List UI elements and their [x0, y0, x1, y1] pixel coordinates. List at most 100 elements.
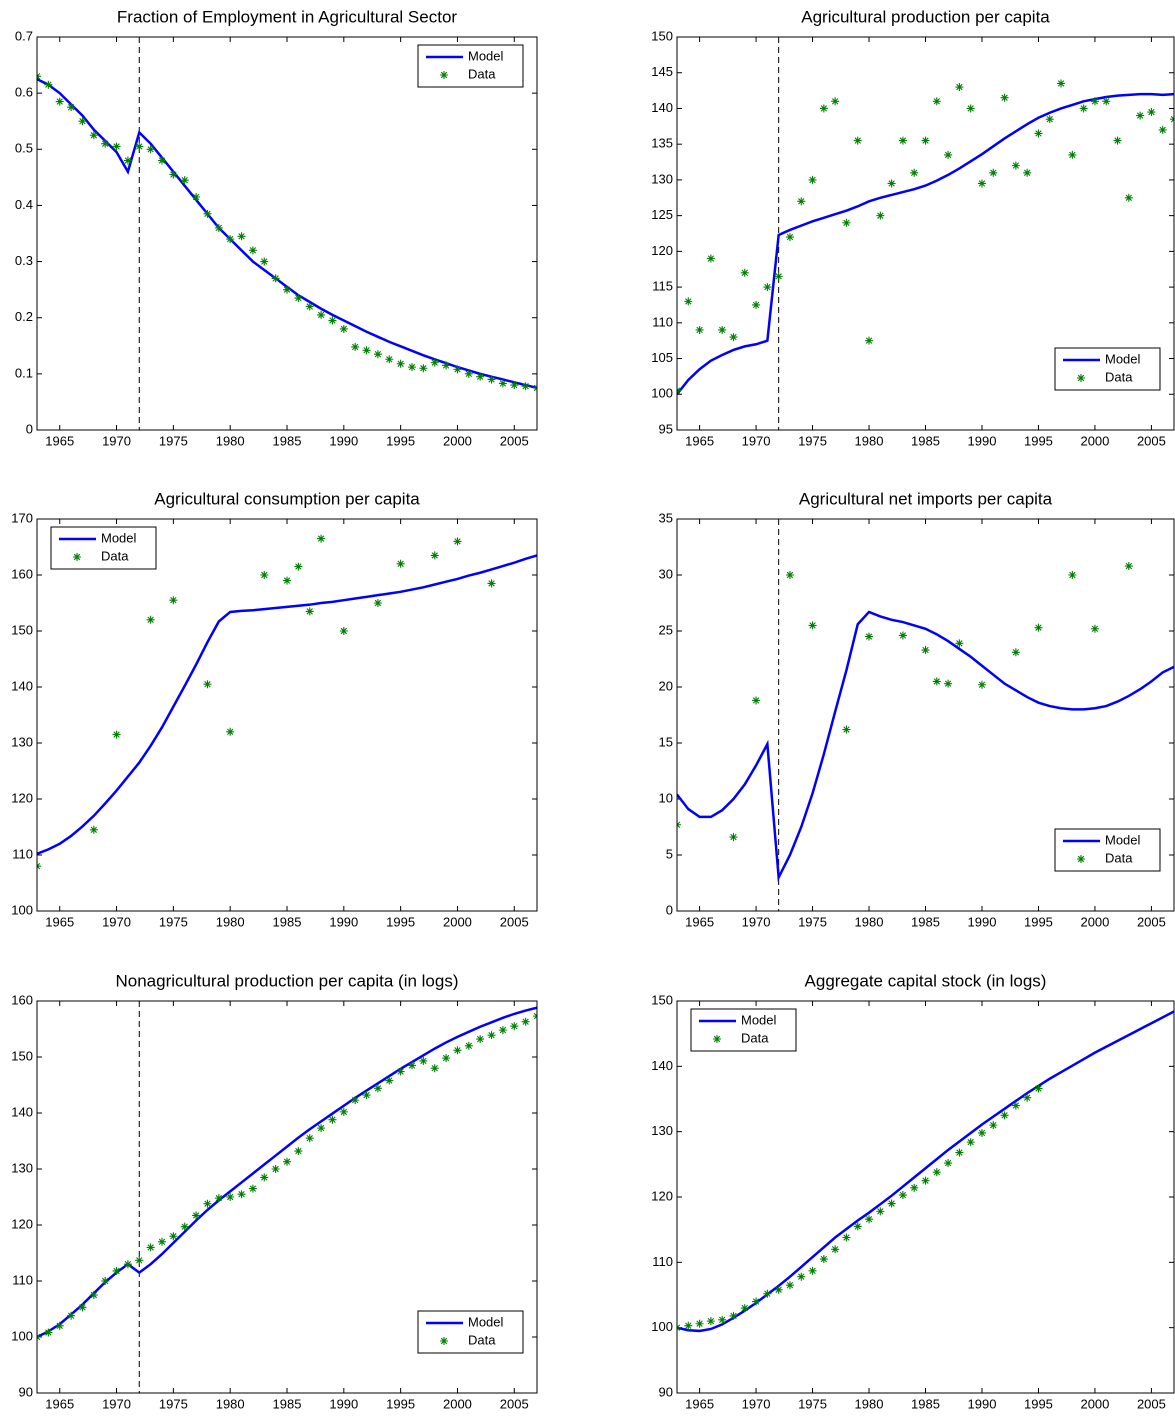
- y-tick-label: 135: [651, 136, 673, 151]
- data-point: [1124, 193, 1133, 202]
- x-tick-label: 1975: [159, 914, 188, 929]
- x-tick-label: 1985: [273, 1396, 302, 1411]
- data-point: [842, 218, 851, 227]
- legend-box: [690, 1008, 797, 1052]
- x-tick-label: 2005: [500, 914, 529, 929]
- legend-swatch: [440, 71, 448, 79]
- data-point: [351, 1096, 360, 1105]
- data-point: [1102, 97, 1111, 106]
- data-point: [101, 1277, 110, 1285]
- data-point: [328, 1115, 337, 1124]
- data-point: [1068, 150, 1077, 159]
- data-point: [1011, 648, 1020, 657]
- data-point: [260, 257, 269, 266]
- legend: Model Data: [417, 44, 524, 88]
- data-point: [146, 1243, 155, 1252]
- legend-box: [417, 44, 524, 88]
- y-tick-label: 115: [652, 279, 673, 294]
- x-tick-label: 1990: [329, 914, 358, 929]
- legend: Model Data: [1054, 828, 1161, 872]
- x-tick-label: 1980: [855, 1396, 884, 1411]
- data-point: [785, 571, 794, 579]
- data-point: [763, 283, 772, 292]
- x-tick-label: 1985: [273, 433, 302, 448]
- data-point: [865, 632, 874, 641]
- x-tick-label: 1990: [968, 433, 997, 448]
- data-point: [977, 179, 986, 188]
- data-point: [55, 97, 64, 106]
- chart-title: Agricultural consumption per capita: [154, 489, 420, 508]
- data-point: [966, 1138, 975, 1147]
- data-point: [135, 1256, 144, 1265]
- y-tick-label: 110: [652, 314, 673, 329]
- data-point: [89, 1291, 98, 1299]
- y-tick-label: 100: [11, 902, 33, 917]
- data-point: [752, 1297, 761, 1306]
- model-line: [37, 554, 537, 856]
- data-point: [408, 1061, 416, 1070]
- data-point: [158, 1237, 166, 1246]
- data-point: [89, 131, 98, 140]
- data-point: [396, 359, 405, 368]
- data-point: [842, 1233, 851, 1242]
- data-point: [44, 80, 53, 89]
- data-point: [294, 562, 303, 571]
- x-tick-label: 1990: [968, 1396, 997, 1411]
- x-tick-label: 1970: [742, 914, 771, 929]
- data-point: [442, 361, 451, 370]
- x-tick-label: 1995: [386, 433, 415, 448]
- data-point: [887, 179, 896, 188]
- legend-label: Model: [468, 1314, 504, 1329]
- plot-area: [677, 1010, 1174, 1333]
- x-tick-label: 2005: [1137, 433, 1166, 448]
- data-point: [955, 1148, 964, 1157]
- legend-label: Data: [468, 66, 496, 81]
- data-point: [78, 1303, 87, 1312]
- data-point: [977, 680, 986, 689]
- legend-label: Data: [468, 1332, 496, 1347]
- x-tick-label: 1990: [329, 1396, 358, 1411]
- data-point: [146, 615, 155, 624]
- data-point: [294, 1147, 303, 1156]
- data-point: [955, 639, 964, 648]
- subplot: 1965 1970 1975 1980 1985 1990 1995 2000 2005 90 10…: [651, 971, 1175, 1411]
- x-tick-label: 2000: [443, 914, 472, 929]
- data-point: [339, 627, 348, 635]
- legend-box: [50, 526, 157, 570]
- subplot: 1965 1970 1975 1980 1985 1990 1995 2000 2005 0 0.1…: [15, 7, 538, 448]
- data-point: [101, 139, 110, 148]
- x-tick-label: 1965: [685, 433, 714, 448]
- y-tick-label: 150: [11, 1048, 33, 1063]
- data-point: [294, 294, 303, 303]
- x-tick-label: 1975: [798, 914, 827, 929]
- data-point: [487, 579, 496, 588]
- y-tick-label: 130: [651, 1123, 673, 1138]
- x-tick-label: 1995: [1024, 914, 1053, 929]
- y-tick-label: 30: [659, 566, 673, 581]
- axes-box: [36, 518, 538, 912]
- data-point: [944, 150, 953, 159]
- plot-area: [37, 72, 537, 392]
- data-point: [989, 168, 998, 177]
- model-line: [37, 77, 537, 390]
- y-tick-label: 100: [651, 386, 673, 401]
- data-point: [808, 621, 817, 630]
- data-point: [317, 1124, 326, 1133]
- legend: Model Data: [1054, 347, 1161, 391]
- data-point: [123, 156, 132, 165]
- data-point: [1011, 1101, 1020, 1110]
- y-tick-label: 140: [11, 678, 33, 693]
- data-point: [774, 1285, 783, 1294]
- data-point: [752, 300, 761, 309]
- x-tick-label: 1965: [45, 1396, 74, 1411]
- data-point: [865, 336, 874, 345]
- y-tick-label: 145: [651, 64, 673, 79]
- y-tick-label: 120: [11, 1216, 33, 1231]
- x-tick-label: 1980: [216, 914, 245, 929]
- legend-swatch: [713, 1035, 721, 1043]
- data-point: [498, 379, 507, 388]
- x-tick-label: 1975: [159, 433, 188, 448]
- data-point: [271, 274, 280, 283]
- y-tick-label: 0.6: [15, 85, 33, 100]
